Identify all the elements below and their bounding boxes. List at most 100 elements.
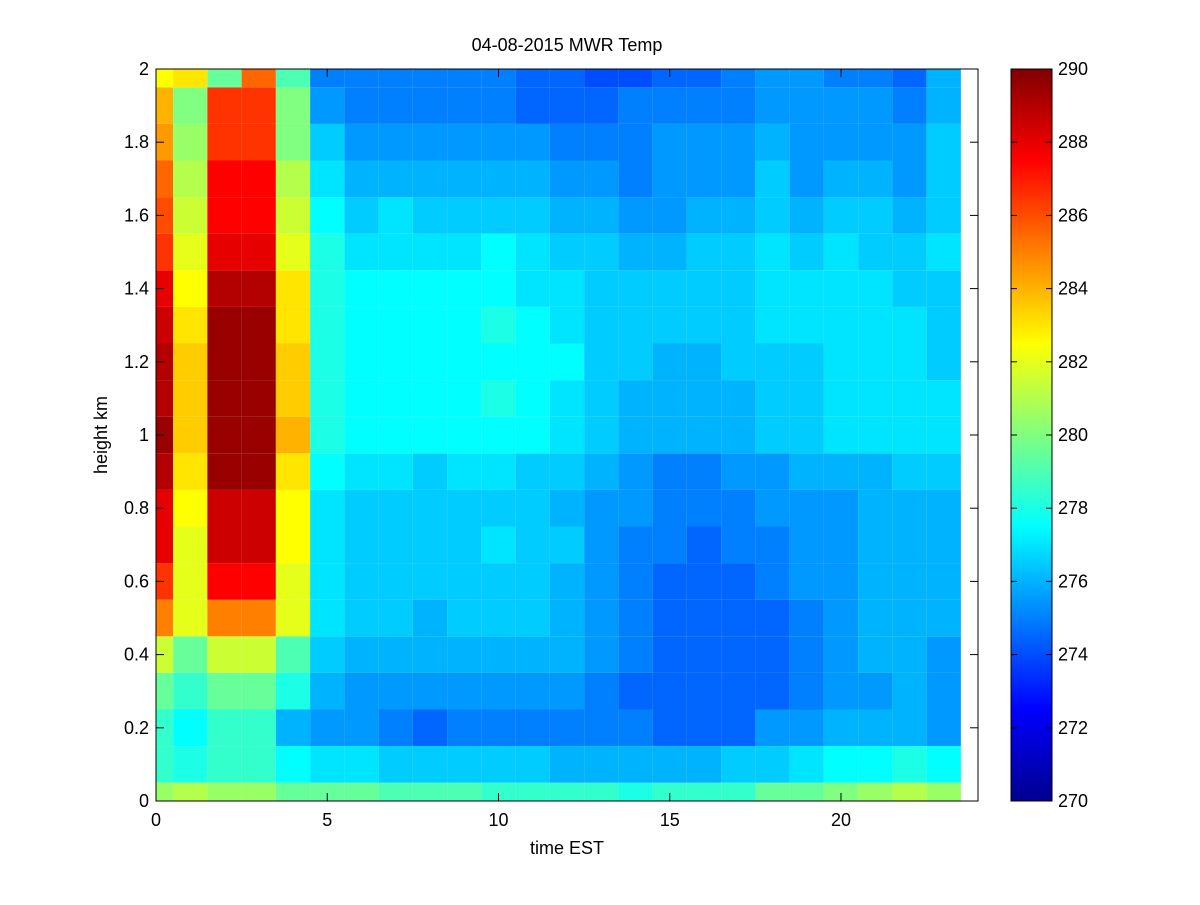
- heatmap-cell: [858, 69, 893, 88]
- heatmap-cell: [156, 306, 174, 344]
- heatmap-cell: [823, 87, 859, 124]
- heatmap-cell: [892, 636, 927, 673]
- heatmap-cell: [652, 69, 687, 88]
- heatmap-cell: [412, 489, 448, 527]
- heatmap-cell: [549, 416, 585, 454]
- heatmap-cell: [823, 563, 859, 600]
- heatmap-cell: [275, 599, 311, 637]
- heatmap-cell: [378, 123, 413, 161]
- heatmap-cell: [481, 416, 516, 454]
- heatmap-cell: [721, 563, 756, 600]
- heatmap-cell: [618, 489, 653, 527]
- heatmap-cell: [789, 123, 824, 161]
- heatmap-cell: [241, 782, 276, 801]
- colorbar: [1010, 68, 1053, 802]
- heatmap-cell: [618, 123, 653, 161]
- heatmap-cell: [926, 489, 961, 527]
- heatmap-cell: [207, 87, 242, 124]
- heatmap-cell: [156, 87, 174, 124]
- heatmap-cell: [892, 526, 927, 564]
- y-tick-label: 1.6: [124, 205, 149, 225]
- heatmap-cell: [755, 306, 790, 344]
- heatmap-cell: [926, 599, 961, 637]
- heatmap-cell: [823, 380, 859, 417]
- heatmap-cell: [618, 233, 653, 271]
- heatmap-cell: [618, 563, 653, 600]
- heatmap-cell: [686, 306, 722, 344]
- heatmap-cell: [858, 672, 893, 710]
- heatmap-cell: [823, 306, 859, 344]
- heatmap-cell: [481, 306, 516, 344]
- heatmap-cell: [618, 69, 653, 88]
- heatmap-cell: [156, 599, 174, 637]
- heatmap-cell: [207, 416, 242, 454]
- heatmap-cell: [652, 709, 687, 747]
- heatmap-cell: [652, 746, 687, 783]
- heatmap-cell: [618, 306, 653, 344]
- heatmap-cell: [515, 672, 550, 710]
- heatmap-cell: [686, 87, 722, 124]
- heatmap-cell: [858, 233, 893, 271]
- heatmap-cell: [926, 782, 961, 801]
- heatmap-cell: [892, 69, 927, 88]
- heatmap-cell: [481, 343, 516, 381]
- heatmap-cell: [584, 526, 619, 564]
- heatmap-cell: [515, 709, 550, 747]
- y-tick-label: 0.4: [124, 645, 149, 665]
- heatmap-cell: [618, 526, 653, 564]
- heatmap-cell: [892, 672, 927, 710]
- heatmap-cell: [892, 416, 927, 454]
- heatmap-cell: [858, 782, 893, 801]
- heatmap-cell: [173, 563, 208, 600]
- heatmap-cell: [858, 270, 893, 307]
- heatmap-cell: [892, 197, 927, 234]
- heatmap-cell: [755, 672, 790, 710]
- heatmap-cell: [378, 453, 413, 490]
- heatmap-cell: [344, 453, 379, 490]
- heatmap-cell: [241, 380, 276, 417]
- heatmap-cell: [156, 526, 174, 564]
- heatmap-cell: [823, 123, 859, 161]
- y-tick-label: 1: [139, 425, 149, 445]
- heatmap-cell: [173, 270, 208, 307]
- heatmap-cell: [310, 526, 345, 564]
- heatmap-cell: [686, 563, 722, 600]
- heatmap-cell: [412, 233, 448, 271]
- heatmap-cell: [173, 782, 208, 801]
- heatmap-cell: [549, 672, 585, 710]
- heatmap-cell: [344, 416, 379, 454]
- heatmap-cell: [412, 270, 448, 307]
- heatmap-cell: [481, 599, 516, 637]
- heatmap-cell: [447, 563, 482, 600]
- heatmap-cell: [173, 160, 208, 198]
- heatmap-cell: [926, 270, 961, 307]
- heatmap-cell: [412, 453, 448, 490]
- heatmap-cell: [721, 160, 756, 198]
- heatmap-cell: [926, 306, 961, 344]
- heatmap-cell: [652, 343, 687, 381]
- heatmap-cell: [858, 746, 893, 783]
- heatmap-cell: [926, 416, 961, 454]
- heatmap-cell: [721, 306, 756, 344]
- heatmap-cell: [344, 69, 379, 88]
- heatmap-cell: [858, 306, 893, 344]
- heatmap-cell: [652, 380, 687, 417]
- heatmap-cell: [549, 636, 585, 673]
- heatmap-cell: [755, 599, 790, 637]
- heatmap-cell: [378, 636, 413, 673]
- heatmap-cell: [241, 197, 276, 234]
- heatmap-cell: [789, 672, 824, 710]
- heatmap-cell: [310, 306, 345, 344]
- heatmap-cell: [481, 563, 516, 600]
- heatmap-cell: [686, 197, 722, 234]
- heatmap-cell: [755, 782, 790, 801]
- y-axis-label: height km: [91, 396, 111, 474]
- heatmap-cell: [721, 636, 756, 673]
- heatmap-cell: [892, 563, 927, 600]
- heatmap-cell: [378, 489, 413, 527]
- heatmap-cell: [310, 782, 345, 801]
- heatmap-cell: [447, 87, 482, 124]
- heatmap-cell: [584, 599, 619, 637]
- heatmap-cell: [926, 87, 961, 124]
- heatmap-cell: [721, 233, 756, 271]
